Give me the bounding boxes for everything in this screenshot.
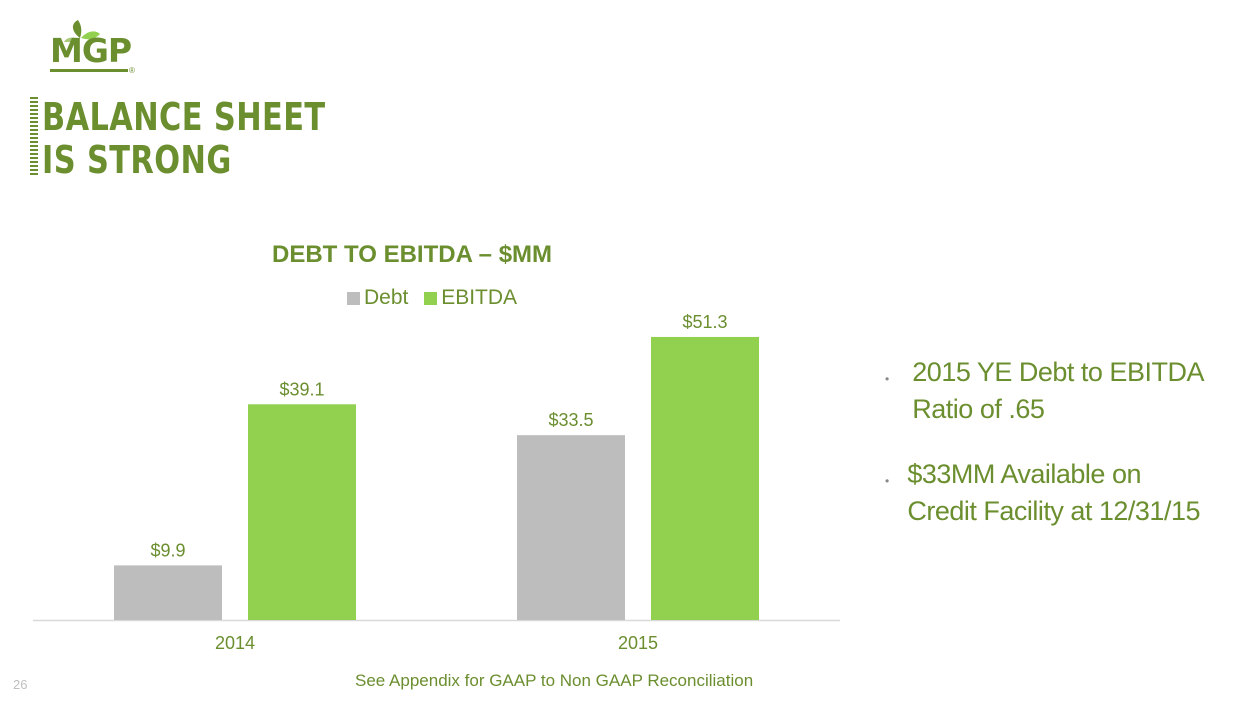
x-tick-label-2014: 2014 (215, 633, 255, 653)
legend-item-ebitda: EBITDA (424, 286, 517, 310)
data-label-ebitda-2014: $39.1 (279, 379, 324, 399)
bullet-dot: • (885, 474, 890, 488)
logo-registered-mark: ® (129, 66, 135, 75)
legend-item-debt: Debt (347, 286, 408, 310)
footnote: See Appendix for GAAP to Non GAAP Reconc… (355, 671, 754, 690)
legend-label-ebitda: EBITDA (441, 286, 518, 309)
chart-legend: Debt EBITDA (347, 286, 527, 311)
bullet-dot: • (885, 372, 890, 386)
bullet-text: 2015 YE Debt to EBITDA Ratio of .65 (912, 357, 1203, 424)
legend-swatch-ebitda (424, 291, 438, 305)
data-label-debt-2015: $33.5 (548, 410, 593, 430)
data-label-ebitda-2015: $51.3 (682, 312, 727, 332)
bullet-item: • $33MM Available on Credit Facility at … (885, 456, 1205, 530)
legend-label-debt: Debt (364, 286, 409, 309)
bullet-text: $33MM Available on Credit Facility at 12… (907, 459, 1200, 526)
bullet-list: • 2015 YE Debt to EBITDA Ratio of .65 • … (885, 354, 1205, 558)
leaf-icon (64, 20, 100, 42)
bar-debt-2014 (114, 565, 222, 620)
page-title: BALANCE SHEET IS STRONG (42, 96, 326, 182)
page-title-line-1: BALANCE SHEET (42, 95, 326, 139)
bar-ebitda-2014 (248, 404, 356, 620)
page-title-line-2: IS STRONG (42, 138, 232, 182)
chart-title: DEBT TO EBITDA – $MM (272, 241, 553, 268)
legend-swatch-debt (347, 291, 360, 305)
logo-underline (50, 69, 128, 72)
mgp-logo: MGP ® (50, 18, 150, 76)
page-number: 26 (13, 677, 28, 692)
bar-ebitda-2015 (651, 336, 759, 620)
data-label-debt-2014: $9.9 (150, 540, 185, 560)
title-accent-bar (30, 97, 38, 177)
logo-wordmark: MGP (50, 31, 132, 70)
bullet-item: • 2015 YE Debt to EBITDA Ratio of .65 (885, 354, 1205, 428)
x-tick-label-2015: 2015 (618, 633, 658, 653)
bar-debt-2015 (517, 435, 625, 620)
